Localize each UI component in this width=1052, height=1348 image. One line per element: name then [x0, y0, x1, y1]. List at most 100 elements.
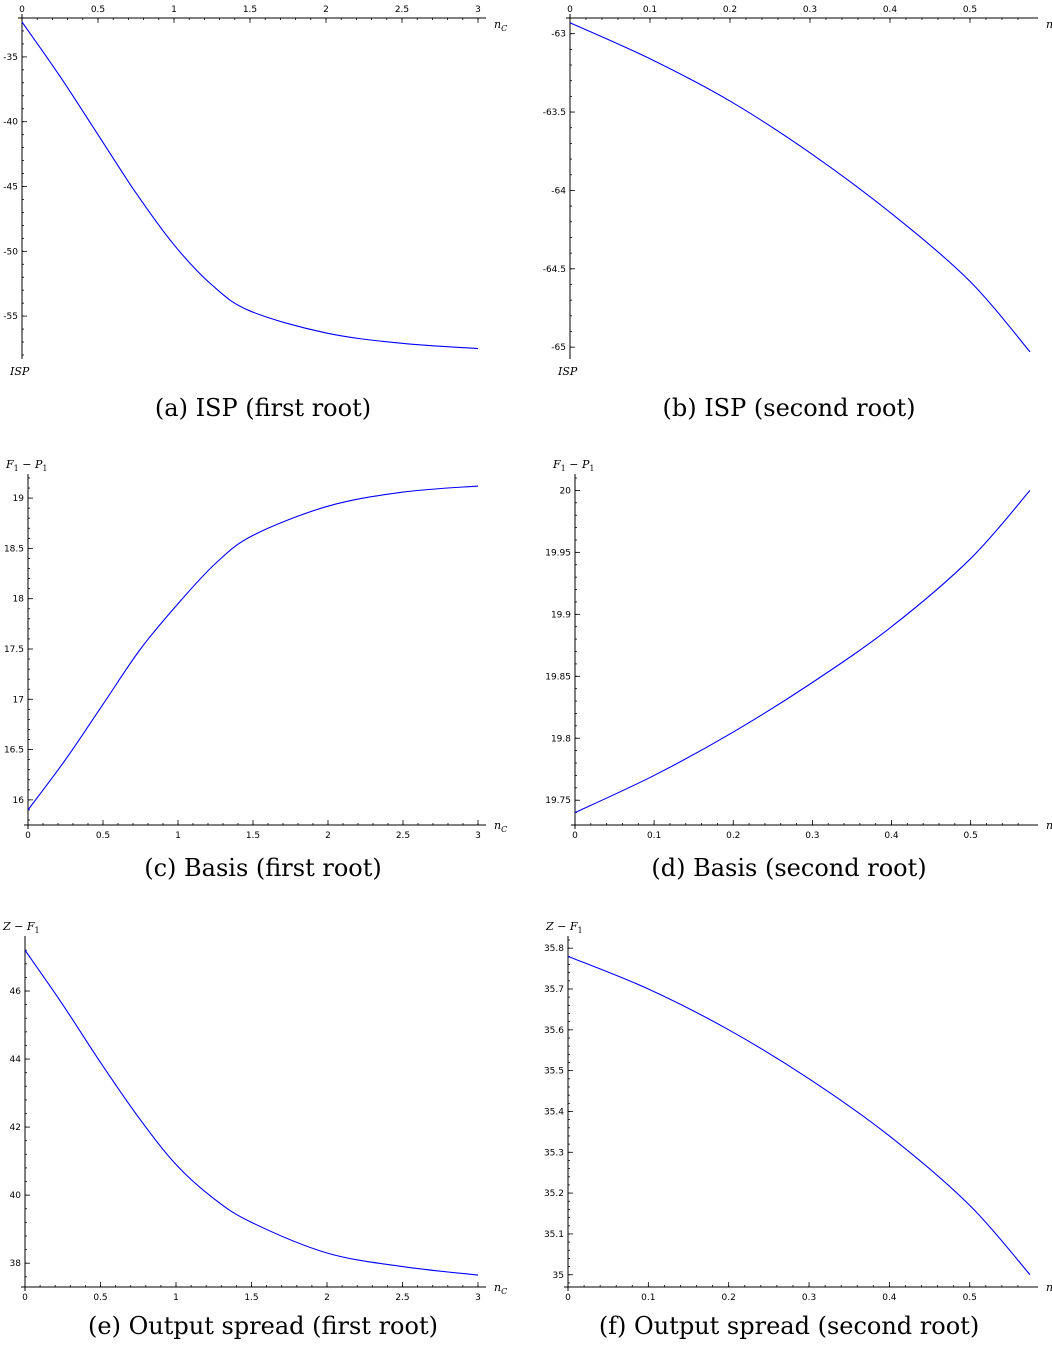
- x-tick-label: 0.2: [723, 5, 737, 15]
- x-tick-label: 0: [572, 831, 578, 841]
- x-tick-label: 0.2: [722, 1293, 736, 1303]
- y-tick-label: 35.4: [544, 1107, 564, 1117]
- chart-d: 0 0.1 0.2 0.3 0.4 0.5 19.75 19.8 19.85 19.9 19.95 2…: [545, 458, 1052, 841]
- chart-f: 0 0.1 0.2 0.3 0.4 0.5 35 35.1 35.2 35.3 35.4 35.5 35…: [544, 920, 1052, 1303]
- y-tick-label: 16: [13, 796, 25, 806]
- y-tick-label: 18.5: [4, 544, 24, 554]
- x-axis-title: nC: [1046, 1281, 1052, 1296]
- y-tick-label: 35: [553, 1271, 564, 1281]
- y-tick-label: -50: [3, 247, 18, 257]
- y-tick-label: -63.5: [543, 108, 566, 118]
- x-tick-label: 0: [567, 5, 573, 15]
- x-tick-label: 2: [323, 5, 329, 15]
- y-tick-label: 19.95: [545, 548, 571, 558]
- x-tick-label: 0.5: [96, 831, 110, 841]
- chart-panel-d: 0 0.1 0.2 0.3 0.4 0.5 19.75 19.8 19.85 19.9 19.95 2…: [526, 450, 1052, 890]
- y-axis-title: Z − F1: [2, 920, 40, 935]
- x-tick-label: 0.1: [647, 831, 661, 841]
- y-tick-label: 19.85: [545, 672, 571, 682]
- chart-panel-c: 0 0.5 1 1.5 2 2.5 3 16 16.5 17 17.5 18 18.5 19 nC F1 − …: [0, 450, 526, 890]
- chart-b: 0 0.1 0.2 0.3 0.4 0.5 -63 -63.5 -64 -64.5 -65 nC ISP: [543, 5, 1052, 378]
- x-tick-label: 0.2: [726, 831, 740, 841]
- x-tick-label: 2: [325, 831, 331, 841]
- y-axis-title: ISP: [557, 365, 578, 378]
- chart-c: 0 0.5 1 1.5 2 2.5 3 16 16.5 17 17.5 18 18.5 19 nC F1 − …: [4, 458, 507, 841]
- y-tick-label: -63: [551, 30, 566, 40]
- x-tick-label: 1: [175, 831, 181, 841]
- x-tick-label: 1.5: [243, 5, 257, 15]
- x-tick-label: 1.5: [246, 831, 260, 841]
- x-axis-title: nC: [494, 1281, 507, 1296]
- y-tick-label: 20: [560, 486, 572, 496]
- x-tick-label: 2.5: [396, 831, 410, 841]
- chart-panel-b: 0 0.1 0.2 0.3 0.4 0.5 -63 -63.5 -64 -64.5 -65 nC ISP…: [526, 0, 1052, 440]
- x-axis-title: nC: [1046, 18, 1052, 33]
- x-tick-label: 0.5: [963, 1293, 977, 1303]
- y-tick-label: 17: [13, 695, 24, 705]
- x-tick-label: 0: [19, 5, 25, 15]
- y-axis-title: F1 − P1: [552, 458, 594, 473]
- y-tick-label: 38: [10, 1259, 22, 1269]
- y-tick-label: 42: [10, 1123, 21, 1133]
- chart-panel-f: 0 0.1 0.2 0.3 0.4 0.5 35 35.1 35.2 35.3 35.4 35.5 35…: [526, 912, 1052, 1348]
- y-tick-label: 35.7: [544, 985, 564, 995]
- x-tick-label: 1: [171, 5, 177, 15]
- x-tick-label: 0.4: [884, 831, 899, 841]
- y-tick-label: 35.5: [544, 1067, 564, 1077]
- x-tick-label: 0.1: [641, 1293, 655, 1303]
- series-line: [567, 955, 1031, 1276]
- y-axis-title: ISP: [9, 365, 30, 378]
- x-axis-title: nC: [494, 819, 507, 834]
- caption-e: (e) Output spread (first root): [88, 1312, 438, 1340]
- series-line: [569, 22, 1031, 353]
- x-tick-label: 0.5: [93, 1293, 107, 1303]
- x-tick-label: 2: [324, 1293, 330, 1303]
- x-tick-label: 3: [475, 1293, 481, 1303]
- x-tick-label: 0: [565, 1293, 571, 1303]
- x-tick-label: 0: [25, 831, 31, 841]
- y-tick-label: 19.75: [545, 796, 571, 806]
- x-tick-label: 0.5: [91, 5, 105, 15]
- y-tick-label: 17.5: [4, 645, 24, 655]
- x-tick-label: 0.3: [803, 5, 817, 15]
- y-tick-label: -40: [3, 118, 18, 128]
- y-tick-label: 35.1: [544, 1230, 564, 1240]
- x-tick-label: 1.5: [244, 1293, 258, 1303]
- x-tick-label: 0: [22, 1293, 28, 1303]
- y-tick-label: 35.3: [544, 1148, 564, 1158]
- x-tick-label: 0.4: [883, 5, 898, 15]
- series-line: [574, 490, 1031, 814]
- y-tick-label: 35.6: [544, 1026, 564, 1036]
- x-tick-label: 0.1: [643, 5, 657, 15]
- x-axis-title: nC: [1046, 819, 1052, 834]
- chart-a: 0 0.5 1 1.5 2 2.5 3 -35 -40 -45 -50 -55 nC ISP: [3, 5, 507, 378]
- y-tick-label: 19: [13, 494, 25, 504]
- x-tick-label: 2.5: [395, 5, 409, 15]
- y-tick-label: 35.8: [544, 944, 564, 954]
- series-line: [21, 21, 479, 350]
- y-tick-label: -55: [3, 312, 18, 322]
- y-tick-label: 16.5: [4, 746, 24, 756]
- x-tick-label: 2.5: [395, 1293, 409, 1303]
- y-tick-label: -64.5: [543, 265, 566, 275]
- y-tick-label: 19.8: [551, 734, 571, 744]
- y-tick-label: 44: [10, 1055, 22, 1065]
- y-tick-label: 40: [10, 1191, 22, 1201]
- y-tick-label: 46: [10, 987, 22, 997]
- series-line: [27, 485, 479, 811]
- y-tick-label: -45: [3, 183, 18, 193]
- y-axis-title: Z − F1: [545, 920, 583, 935]
- chart-e: 0 0.5 1 1.5 2 2.5 3 38 40 42 44 46 nC Z − F1: [2, 920, 507, 1303]
- y-tick-label: -35: [3, 53, 18, 63]
- chart-panel-e: 0 0.5 1 1.5 2 2.5 3 38 40 42 44 46 nC Z − F1 (e) Outp…: [0, 912, 526, 1348]
- caption-f: (f) Output spread (second root): [598, 1312, 980, 1340]
- y-tick-label: 18: [13, 595, 25, 605]
- x-tick-label: 3: [475, 831, 481, 841]
- x-tick-label: 0.4: [882, 1293, 897, 1303]
- chart-panel-a: 0 0.5 1 1.5 2 2.5 3 -35 -40 -45 -50 -55 nC ISP (a) IS…: [0, 0, 526, 440]
- y-tick-label: 35.2: [544, 1189, 564, 1199]
- series-line: [24, 949, 479, 1276]
- y-axis-title: F1 − P1: [5, 458, 47, 473]
- x-tick-label: 3: [475, 5, 481, 15]
- x-tick-label: 0.3: [802, 1293, 816, 1303]
